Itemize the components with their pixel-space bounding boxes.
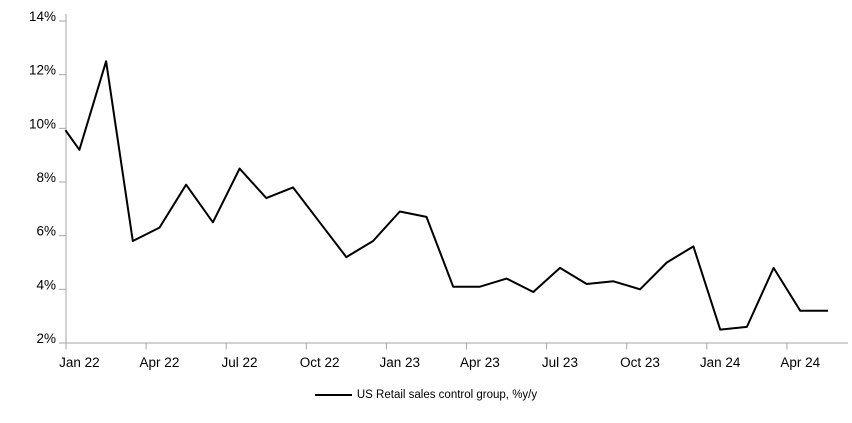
- y-axis-tick-label: 10%: [29, 116, 56, 131]
- x-axis-tick-label: Jul 22: [222, 355, 258, 370]
- x-axis-tick-label: Apr 22: [140, 355, 180, 370]
- x-axis-tick-label: Jul 23: [542, 355, 578, 370]
- x-axis-tick-label: Jan 24: [700, 355, 741, 370]
- y-axis-tick-label: 12%: [29, 63, 56, 78]
- y-axis-tick-label: 8%: [36, 170, 56, 185]
- legend-series-label: US Retail sales control group, %y/y: [356, 389, 538, 401]
- series-line-us-retail-sales-control-group: [64, 60, 828, 331]
- x-axis-tick-label: Apr 24: [780, 355, 820, 370]
- y-axis-tick-label: 2%: [36, 331, 56, 346]
- x-axis-tick-label: Oct 23: [620, 355, 660, 370]
- y-axis-tick-label: 14%: [29, 9, 56, 24]
- line-chart-plot: 2% 4% 6% 8% 10% 12% 14% Jan 22 Apr 22 Jul 22 Oct 2…: [29, 9, 848, 370]
- x-axis-tick-label: Jan 22: [59, 355, 100, 370]
- x-axis-tick-label: Jan 23: [379, 355, 420, 370]
- x-axis-tick-label: Oct 22: [300, 355, 340, 370]
- y-axis-tick-label: 4%: [36, 277, 56, 292]
- x-axis-tick-label: Apr 23: [460, 355, 500, 370]
- legend-line-swatch: [314, 394, 352, 396]
- chart-legend: US Retail sales control group, %y/y: [0, 387, 852, 403]
- y-axis-tick-label: 6%: [36, 224, 56, 239]
